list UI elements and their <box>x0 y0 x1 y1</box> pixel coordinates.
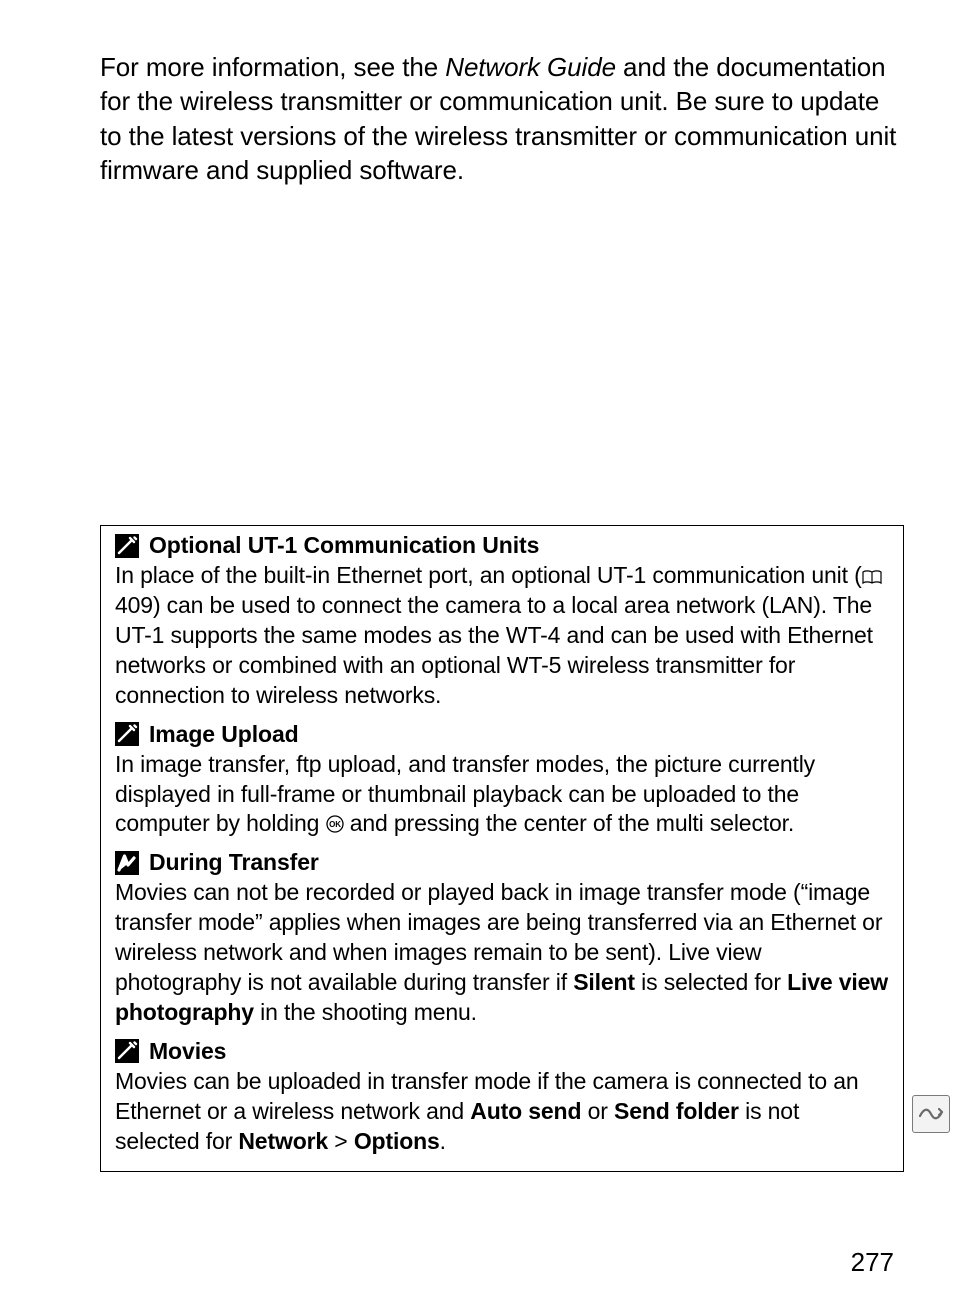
section-title: Movies <box>149 1038 226 1065</box>
wave-icon <box>918 1105 944 1123</box>
text-run: and pressing the center of the multi sel… <box>344 810 795 836</box>
intro-pre: For more information, see the <box>100 52 445 82</box>
notes-box: Optional UT-1 Communication Units In pla… <box>100 525 904 1171</box>
section-movies: Movies Movies can be uploaded in transfe… <box>115 1038 889 1157</box>
section-heading: Image Upload <box>115 721 889 748</box>
section-title: Optional UT-1 Communication Units <box>149 532 539 559</box>
note-icon <box>115 722 139 746</box>
text-run: . <box>440 1128 446 1154</box>
page-ref: 409 <box>115 592 153 618</box>
caution-icon <box>115 851 139 875</box>
page-number: 277 <box>851 1247 894 1278</box>
note-icon <box>115 1039 139 1063</box>
text-run: In place of the built-in Ethernet port, … <box>115 562 862 588</box>
breadcrumb-separator: > <box>328 1128 354 1154</box>
section-body: Movies can be uploaded in transfer mode … <box>115 1067 889 1157</box>
text-run: or <box>581 1098 614 1124</box>
section-body: Movies can not be recorded or played bac… <box>115 878 889 1027</box>
section-heading: Movies <box>115 1038 889 1065</box>
text-run: is selected for <box>635 969 787 995</box>
text-run: in the shooting menu. <box>254 999 477 1025</box>
ok-button-icon: OK <box>326 815 344 833</box>
book-icon <box>862 570 882 585</box>
section-body: In image transfer, ftp upload, and trans… <box>115 750 889 840</box>
section-heading: During Transfer <box>115 849 889 876</box>
section-ut1: Optional UT-1 Communication Units In pla… <box>115 532 889 710</box>
text-bold: Auto send <box>470 1098 581 1124</box>
section-body: In place of the built-in Ethernet port, … <box>115 561 889 710</box>
intro-paragraph: For more information, see the Network Gu… <box>100 50 904 187</box>
text-run: ) can be used to connect the camera to a… <box>115 592 873 708</box>
text-bold: Network <box>238 1128 328 1154</box>
side-tab-connections <box>912 1095 950 1133</box>
note-icon <box>115 534 139 558</box>
svg-text:OK: OK <box>329 821 341 830</box>
section-during-transfer: During Transfer Movies can not be record… <box>115 849 889 1027</box>
text-bold: Silent <box>573 969 635 995</box>
text-bold: Options <box>354 1128 440 1154</box>
section-title: During Transfer <box>149 849 319 876</box>
manual-page: For more information, see the Network Gu… <box>0 0 954 1314</box>
section-heading: Optional UT-1 Communication Units <box>115 532 889 559</box>
text-bold: Send folder <box>614 1098 739 1124</box>
intro-italic: Network Guide <box>445 52 616 82</box>
section-image-upload: Image Upload In image transfer, ftp uplo… <box>115 721 889 840</box>
section-title: Image Upload <box>149 721 299 748</box>
